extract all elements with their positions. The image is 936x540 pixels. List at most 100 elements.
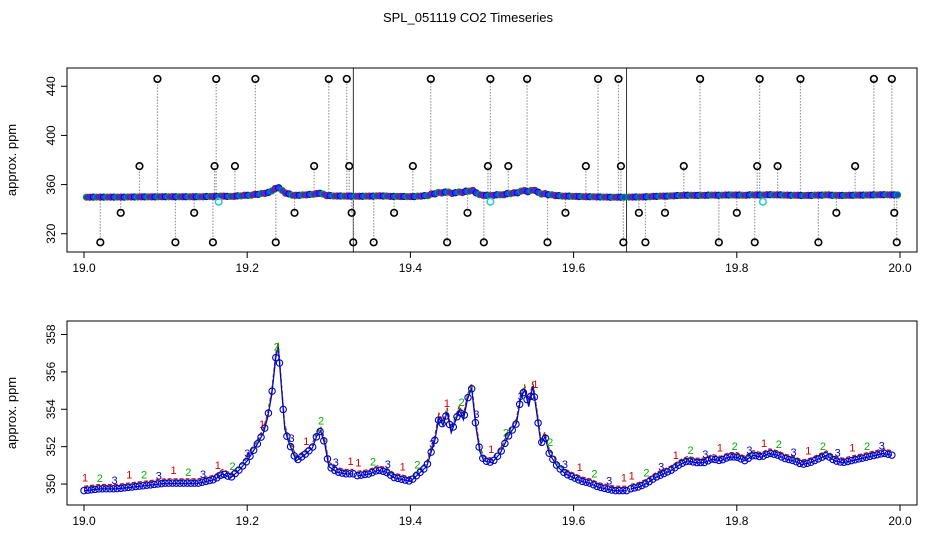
bottom-point <box>179 479 188 487</box>
bottom-point-label: 3 <box>385 459 391 471</box>
bottom-point <box>552 461 561 469</box>
bottom-point <box>508 426 517 434</box>
bottom-point <box>722 454 731 462</box>
bottom-point <box>95 485 103 493</box>
bottom-point <box>401 476 410 484</box>
bottom-point <box>187 479 195 487</box>
bottom-point <box>586 479 594 487</box>
bottom-point-label: 1 <box>400 461 406 473</box>
bottom-point <box>770 450 778 459</box>
bottom-point <box>106 484 114 493</box>
top-y-axis: 320 360 400 440 <box>44 76 67 244</box>
top-outlier-point <box>324 74 333 84</box>
bottom-point <box>312 433 321 441</box>
top-outlier-point <box>851 162 860 171</box>
bottom-point <box>482 457 491 466</box>
bottom-point-label: 3 <box>879 440 885 452</box>
bottom-point <box>608 486 616 494</box>
bottom-point <box>829 455 837 464</box>
top-outlier-point <box>593 74 603 84</box>
top-outlier-point <box>796 74 805 84</box>
bottom-point-label: 1 <box>577 462 583 474</box>
bottom-point <box>172 479 180 487</box>
bottom-point <box>682 457 690 466</box>
bottom-point <box>766 449 775 458</box>
bottom-point <box>884 450 892 458</box>
bottom-point <box>726 453 734 461</box>
bottom-point <box>843 457 852 466</box>
bottom-point <box>814 455 823 463</box>
bottom-y-tick-label: 354 <box>44 399 58 419</box>
bottom-point <box>397 475 406 483</box>
bottom-point <box>530 393 539 401</box>
bottom-point <box>560 468 568 477</box>
bottom-point <box>597 483 605 492</box>
top-outlier-point <box>890 208 899 217</box>
bottom-point <box>660 469 668 478</box>
bottom-x-tick-label: 20.0 <box>888 514 912 528</box>
bottom-point-label: 1 <box>532 379 538 391</box>
bottom-point <box>394 474 402 483</box>
top-outlier-point <box>116 208 125 217</box>
bottom-point-label: 2 <box>864 441 870 453</box>
top-outlier-point <box>212 74 221 84</box>
top-outlier-point <box>750 238 759 247</box>
bottom-point-label: 1 <box>215 460 221 472</box>
top-x-axis: 19.0 19.2 19.4 19.6 19.8 20.0 <box>72 252 912 275</box>
bottom-point <box>689 458 697 466</box>
bottom-point <box>630 484 639 492</box>
bottom-point <box>840 458 848 467</box>
top-outlier-point <box>135 162 144 171</box>
bottom-point <box>626 484 635 493</box>
bottom-point <box>777 453 786 461</box>
top-outlier-point <box>543 238 552 247</box>
bottom-point <box>83 486 92 494</box>
bottom-point <box>249 446 258 455</box>
bottom-point <box>715 456 723 465</box>
bottom-point <box>729 453 738 461</box>
top-outlier-point <box>641 238 650 247</box>
bottom-point <box>165 479 173 487</box>
bottom-point <box>438 419 446 428</box>
bottom-point <box>578 477 587 486</box>
top-outlier-point <box>581 162 590 171</box>
bottom-point <box>504 432 513 440</box>
bottom-point <box>526 392 535 401</box>
top-outlier-point <box>695 74 705 84</box>
top-y-tick-label: 320 <box>44 223 58 243</box>
bottom-point-label: 1 <box>761 438 767 450</box>
bottom-point <box>176 479 184 487</box>
bottom-point <box>667 466 675 474</box>
bottom-point <box>320 437 328 445</box>
bottom-point <box>372 467 380 475</box>
bottom-point-label: 3 <box>562 459 568 471</box>
top-outlier-point <box>679 162 688 171</box>
bottom-point <box>209 475 217 484</box>
bottom-point <box>390 473 398 482</box>
bottom-point <box>869 451 878 460</box>
bottom-point <box>238 462 247 470</box>
bottom-point <box>257 433 265 441</box>
bottom-point <box>490 456 498 465</box>
bottom-point <box>420 465 428 473</box>
bottom-point <box>615 486 624 495</box>
bottom-point-label: 1 <box>303 436 309 448</box>
top-outlier-point <box>443 238 452 247</box>
bottom-point <box>242 457 251 466</box>
top-outlier-point <box>483 162 493 171</box>
bottom-point <box>286 442 295 451</box>
bottom-point <box>190 479 199 487</box>
bottom-point <box>803 459 812 467</box>
top-outlier-point <box>251 74 260 84</box>
bottom-point <box>120 484 129 492</box>
top-outlier-point <box>310 162 319 171</box>
bottom-point <box>497 447 505 455</box>
bottom-point <box>589 480 598 489</box>
bottom-point-label: 3 <box>473 409 479 421</box>
bottom-x-axis: 19.0 19.2 19.4 19.6 19.8 20.0 <box>72 505 912 528</box>
bottom-point <box>449 423 458 431</box>
top-outlier-point <box>190 208 199 217</box>
bottom-x-tick-label: 19.2 <box>236 514 260 528</box>
bottom-point <box>847 456 856 465</box>
bottom-point-label: 3 <box>333 457 339 469</box>
